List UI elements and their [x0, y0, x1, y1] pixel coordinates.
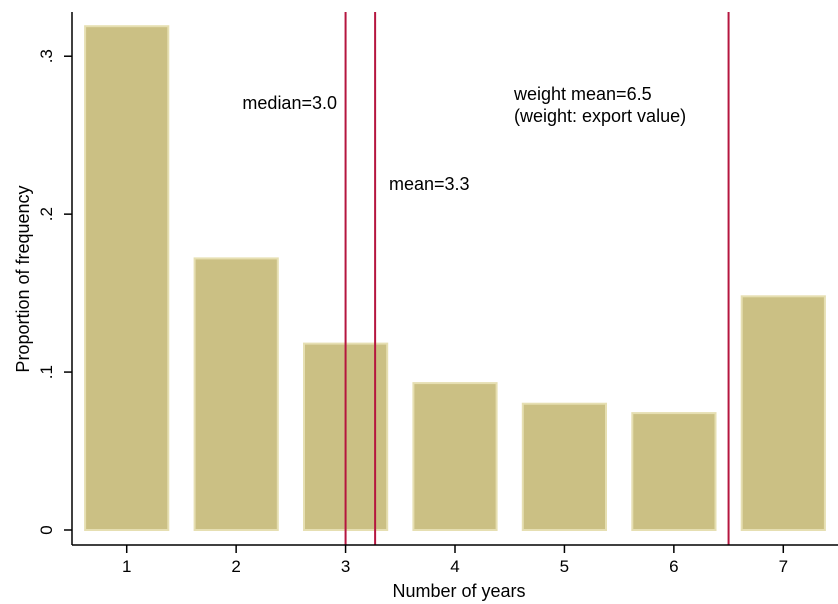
bar-1	[84, 25, 170, 531]
x-tick-label-3: 4	[450, 557, 459, 576]
x-tick-label-2: 3	[341, 557, 350, 576]
weight-note-annotation: (weight: export value)	[514, 106, 686, 126]
mean-annotation: mean=3.3	[389, 174, 470, 194]
y-tick-label-2: .2	[37, 207, 56, 221]
x-tick-label-6: 7	[779, 557, 788, 576]
x-tick-label-1: 2	[231, 557, 240, 576]
bar-7	[740, 295, 826, 531]
annotations-group: median=3.0 mean=3.3 weight mean=6.5(weight…	[242, 84, 686, 194]
bar-4	[412, 382, 498, 531]
axes-group: 0 .1 .2 .3 1 2 3 4 5 6 7	[37, 12, 838, 576]
reference-lines-group	[344, 12, 730, 545]
median-annotation: median=3.0	[242, 93, 337, 113]
bars-group	[84, 25, 826, 532]
x-tick-label-5: 6	[669, 557, 678, 576]
y-tick-label-1: .1	[37, 365, 56, 379]
y-tick-label-0: 0	[37, 525, 56, 534]
bar-2	[193, 257, 279, 531]
bar-6	[631, 412, 717, 532]
y-axis-title: Proportion of frequency	[13, 185, 33, 372]
bar-5	[521, 402, 607, 532]
weight-mean-annotation: weight mean=6.5	[513, 84, 652, 104]
x-axis-title: Number of years	[392, 581, 525, 601]
x-tick-label-4: 5	[560, 557, 569, 576]
x-tick-label-0: 1	[122, 557, 131, 576]
y-tick-label-3: .3	[37, 49, 56, 63]
